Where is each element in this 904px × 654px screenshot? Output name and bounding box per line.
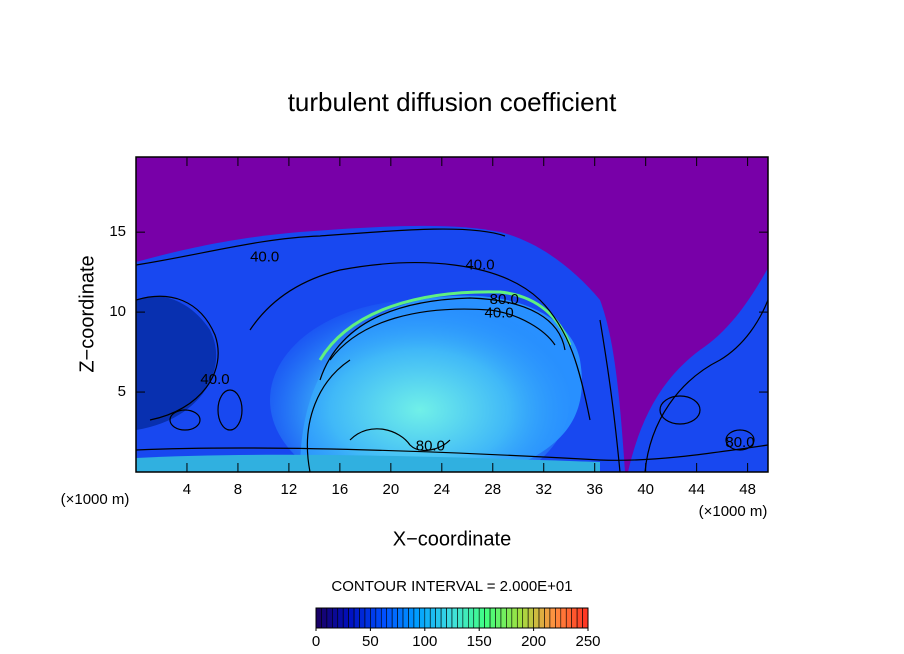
x-tick-label: 32 [535, 481, 552, 498]
colorbar-cell [489, 607, 496, 629]
colorbar-cell [516, 607, 524, 629]
colorbar-cell [522, 607, 529, 629]
colorbar-cell [511, 607, 518, 629]
contour-label: 80.0 [490, 291, 519, 308]
colorbar-cell [408, 607, 415, 629]
colorbar-cell [457, 607, 464, 629]
colorbar-cell [321, 607, 328, 629]
colorbar-frame [315, 607, 589, 629]
colorbar-cell [506, 607, 513, 629]
colorbar-cell [500, 607, 507, 629]
colorbar-cell [370, 607, 377, 629]
colorbar-cell [576, 607, 583, 629]
contour-interval: CONTOUR INTERVAL = 2.000E+01 [331, 578, 572, 595]
contour-label: 80.0 [416, 437, 445, 454]
field-region [136, 296, 217, 430]
x-tick-label: 40 [637, 481, 654, 498]
x-unit-label: (×1000 m) [699, 503, 768, 520]
contour-label: 40.0 [200, 371, 229, 388]
x-tick-label: 8 [234, 481, 242, 498]
colorbar-cell [533, 607, 540, 629]
colorbar-cell [484, 607, 491, 629]
contour-field [136, 157, 768, 472]
colorbar-tick-label: 100 [412, 633, 437, 650]
colorbar-cell [527, 607, 534, 629]
colorbar-tick-label: 0 [312, 633, 320, 650]
colorbar-cell [315, 607, 322, 629]
field-region [270, 300, 570, 472]
contour-label: 40.0 [250, 249, 279, 266]
colorbar-cell [440, 607, 447, 629]
colorbar-cell [549, 607, 556, 629]
plot-frame [135, 156, 769, 473]
chart-title: turbulent diffusion coefficient [288, 87, 617, 117]
colorbar-cell [332, 607, 339, 629]
contour-label: 40.0 [465, 257, 494, 274]
y-tick-label: 15 [109, 223, 126, 240]
y-axis-title: Z−coordinate [76, 255, 98, 372]
colorbar-cell [391, 607, 398, 629]
x-tick-label: 16 [332, 481, 349, 498]
colorbar-cell [538, 607, 545, 629]
colorbar-cell [359, 607, 366, 629]
colorbar-cell [424, 607, 431, 629]
contour-label: 80.0 [725, 434, 754, 451]
x-tick-label: 48 [739, 481, 756, 498]
colorbar-cell [337, 607, 344, 629]
colorbar-cell [364, 607, 371, 629]
colorbar-cell [375, 607, 382, 629]
colorbar-cell [435, 607, 442, 629]
x-tick-label: 20 [382, 481, 399, 498]
y-tick-label: 5 [118, 383, 126, 400]
colorbar-cell [402, 607, 409, 629]
x-tick-label: 44 [688, 481, 705, 498]
y-tick-label: 10 [109, 303, 126, 320]
field-region [628, 268, 768, 472]
colorbar-tick-label: 250 [575, 633, 600, 650]
x-axis-title: X−coordinate [393, 528, 511, 550]
x-tick-label: 12 [281, 481, 298, 498]
contour-lines [136, 228, 768, 472]
colorbar-cell [544, 607, 551, 629]
colorbar-cell [565, 607, 572, 629]
colorbar-cell [560, 607, 567, 629]
contour-label: 40.0 [485, 305, 514, 322]
colorbar-cell [348, 607, 355, 629]
colorbar-cell [473, 607, 480, 629]
field-region [318, 290, 572, 361]
colorbar-cell [386, 607, 393, 629]
x-tick-label: 28 [484, 481, 501, 498]
colorbar-cell [419, 607, 426, 629]
colorbar-cell [353, 607, 360, 629]
colorbar-tick-label: 150 [467, 633, 492, 650]
field-region [136, 454, 600, 472]
colorbar-cell [446, 607, 453, 629]
colorbar-cell [468, 607, 475, 629]
colorbar-cell [571, 607, 578, 629]
colorbar-cell [326, 607, 333, 629]
colorbar-cell [413, 607, 420, 629]
colorbar-tick-label: 200 [521, 633, 546, 650]
colorbar-cell [397, 607, 404, 629]
colorbar-cell [380, 607, 388, 629]
x-tick-label: 36 [586, 481, 603, 498]
x-tick-label: 4 [183, 481, 191, 498]
colorbar-cell [342, 607, 349, 629]
colorbar-cell [495, 607, 502, 629]
colorbar-cell [462, 607, 469, 629]
x-tick-label: 24 [433, 481, 450, 498]
colorbar-tick-label: 50 [362, 633, 379, 650]
x-unit-label: (×1000 m) [61, 491, 130, 508]
colorbar-cell [582, 607, 589, 629]
colorbar-cell [555, 607, 562, 629]
colorbar-cell [429, 607, 436, 629]
colorbar-cell [451, 607, 458, 629]
colorbar-cell [478, 607, 485, 629]
